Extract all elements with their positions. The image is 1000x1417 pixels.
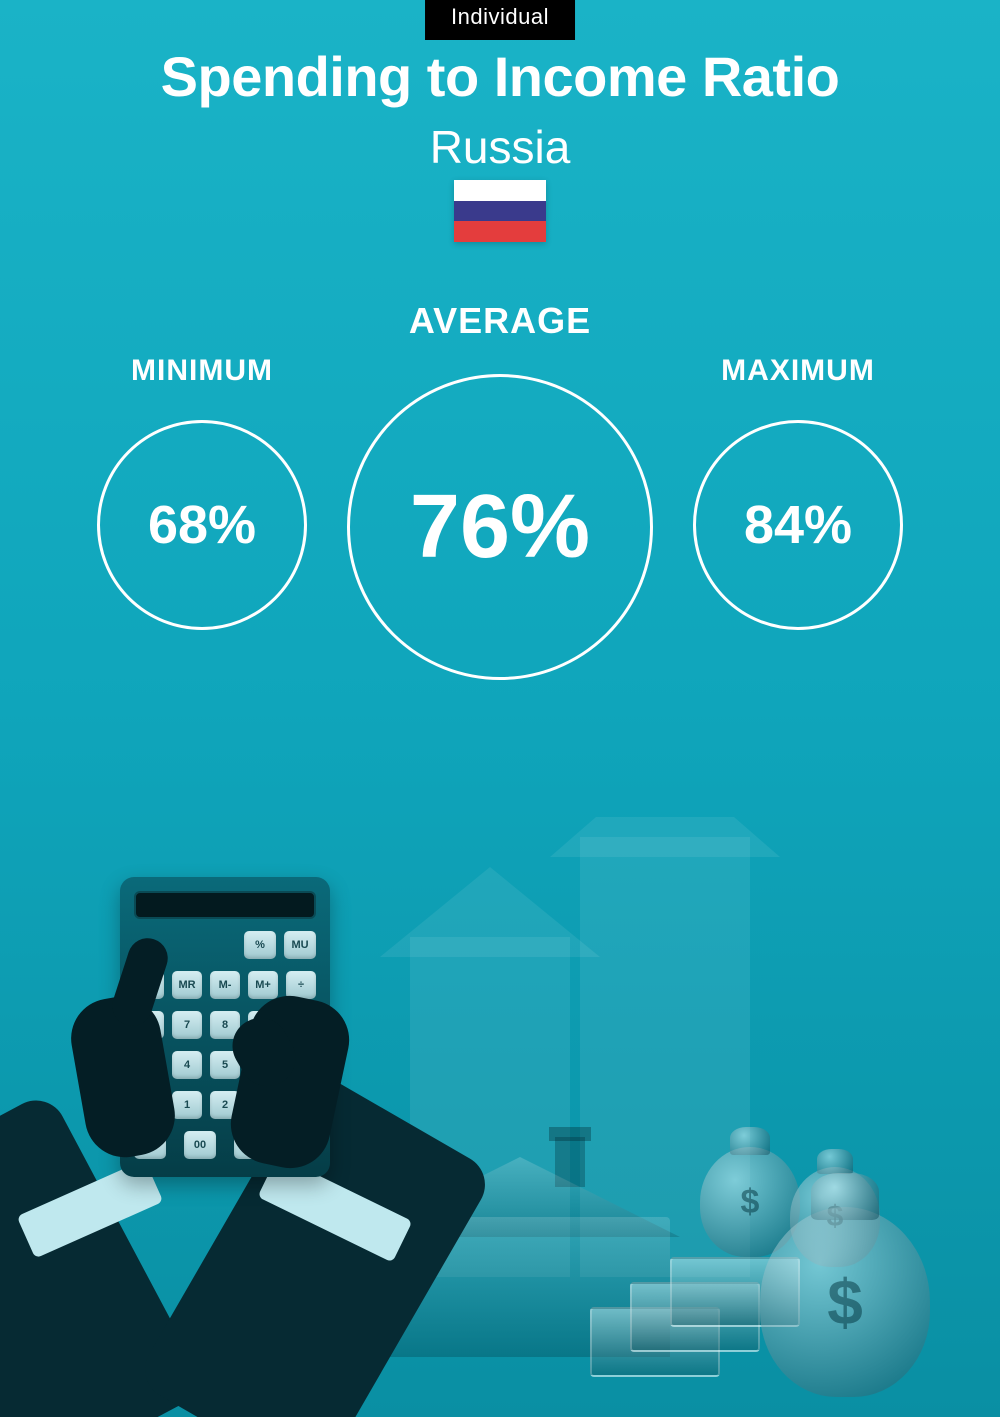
stat-minimum-value: 68% [97,420,307,630]
calc-key: MU [284,931,316,959]
money-bags-icon: $ $ $ [700,1137,960,1397]
calc-key: 4 [172,1051,202,1079]
flag-stripe-2 [454,201,546,222]
stat-average-value: 76% [347,374,653,680]
calc-key: % [244,931,276,959]
page-title: Spending to Income Ratio [0,44,1000,109]
flag-icon [454,180,546,242]
calc-key: M+ [248,971,278,999]
calc-key: M- [210,971,240,999]
calc-key: 7 [172,1011,202,1039]
calc-key: MR [172,971,202,999]
flag-stripe-1 [454,180,546,201]
stat-maximum-label: MAXIMUM [721,354,875,388]
hands-calculator-icon: %MU MCMRM-M+÷ +/-789× ▶456− C/A123+ 000.… [0,857,420,1417]
stat-maximum: MAXIMUM 84% [693,300,903,630]
category-badge: Individual [425,0,575,40]
stat-minimum: MINIMUM 68% [97,300,307,630]
calc-key: 1 [172,1091,202,1119]
stat-average: AVERAGE 76% [347,300,653,680]
calculator-screen [134,891,316,919]
money-bag-icon: $ [760,1207,930,1397]
flag-stripe-3 [454,221,546,242]
stats-row: MINIMUM 68% AVERAGE 76% MAXIMUM 84% [0,300,1000,680]
stat-maximum-value: 84% [693,420,903,630]
stat-average-label: AVERAGE [409,300,591,342]
country-name: Russia [0,120,1000,174]
stat-minimum-label: MINIMUM [131,354,273,388]
illustration: $ $ $ %MU MCMRM-M+÷ +/-789× ▶456− C/A123… [0,817,1000,1417]
calc-key: 00 [184,1131,216,1159]
